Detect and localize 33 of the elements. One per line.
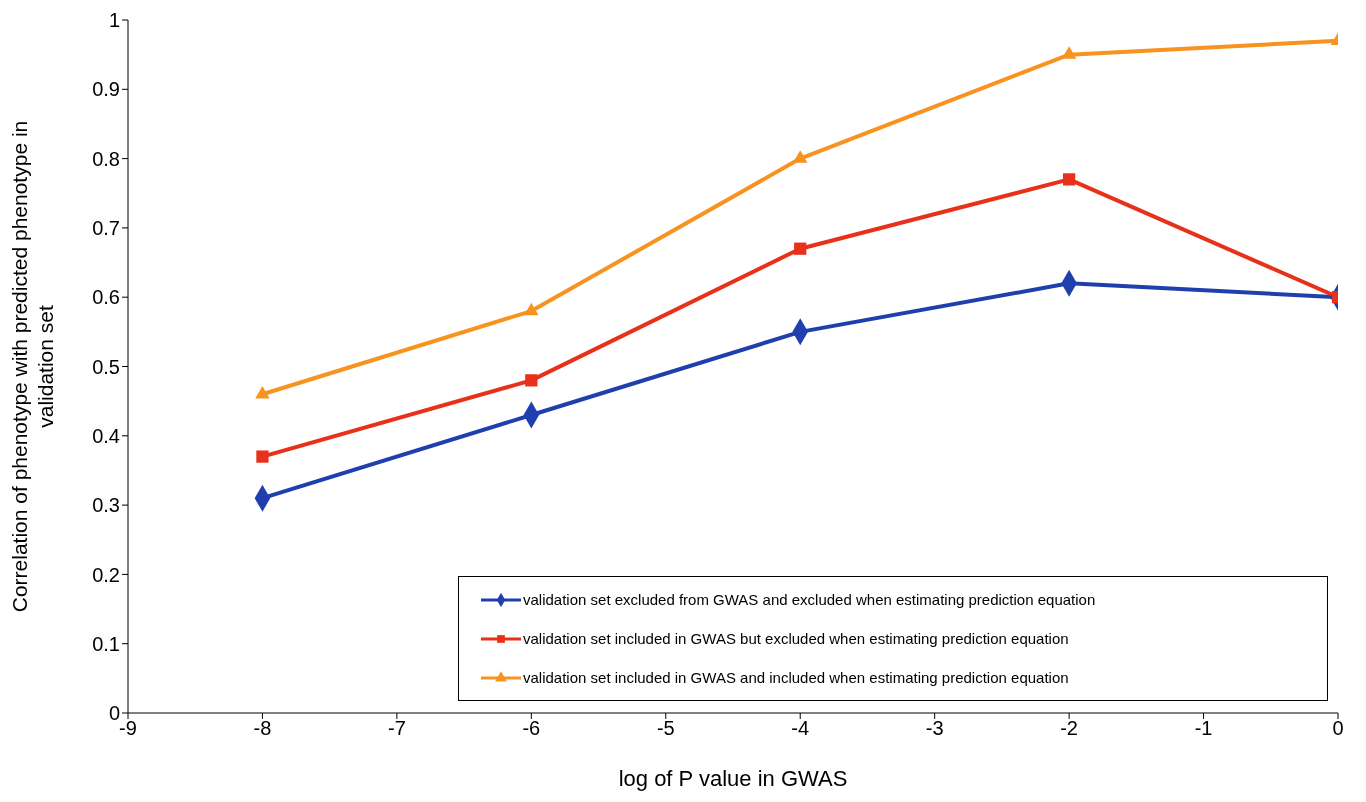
y-tick-label: 0.3 (92, 494, 120, 517)
x-tick-label: -4 (791, 717, 810, 740)
x-tick-label: -8 (253, 717, 272, 740)
point (793, 150, 808, 163)
point (524, 302, 539, 316)
point (1061, 46, 1077, 59)
y-tick-label: 0 (108, 702, 120, 725)
point (1062, 173, 1076, 186)
y-tick-label: 1 (108, 9, 120, 32)
y-tick-label: 0.5 (92, 355, 120, 378)
point (794, 242, 807, 255)
x-tick-label: -9 (119, 717, 137, 740)
x-tick-label: -6 (522, 717, 541, 740)
y-tick-label: 0.8 (92, 147, 120, 170)
x-tick-label: 0 (1332, 717, 1344, 740)
point (256, 450, 269, 463)
y-tick-label: 0.4 (92, 424, 120, 447)
y-axis-title: Correlation of phenotype with predicted phenotype in validation set (8, 120, 57, 613)
x-tick-label: -3 (925, 717, 944, 740)
point (525, 374, 538, 387)
legend-label: validation set excluded from GWAS and excluded when estimating prediction equation (523, 591, 1096, 608)
x-tick-label: -1 (1194, 717, 1213, 740)
y-tick-label: 0.7 (92, 217, 120, 239)
x-axis-title: log of P value in GWAS (618, 766, 848, 791)
y-tick-label: 0.2 (92, 563, 120, 586)
x-tick-label: -7 (387, 717, 406, 740)
y-tick-label: 0.6 (92, 286, 120, 309)
x-tick-label: -5 (656, 717, 675, 740)
legend-label: validation set included in GWAS and included when estimating prediction equation (523, 669, 1069, 686)
y-tick-label: 0.9 (92, 78, 120, 101)
x-tick-label: -2 (1060, 717, 1079, 740)
y-tick-label: 0.1 (92, 632, 120, 655)
legend-label: validation set included in GWAS but excluded when estimating prediction equation (523, 630, 1069, 647)
